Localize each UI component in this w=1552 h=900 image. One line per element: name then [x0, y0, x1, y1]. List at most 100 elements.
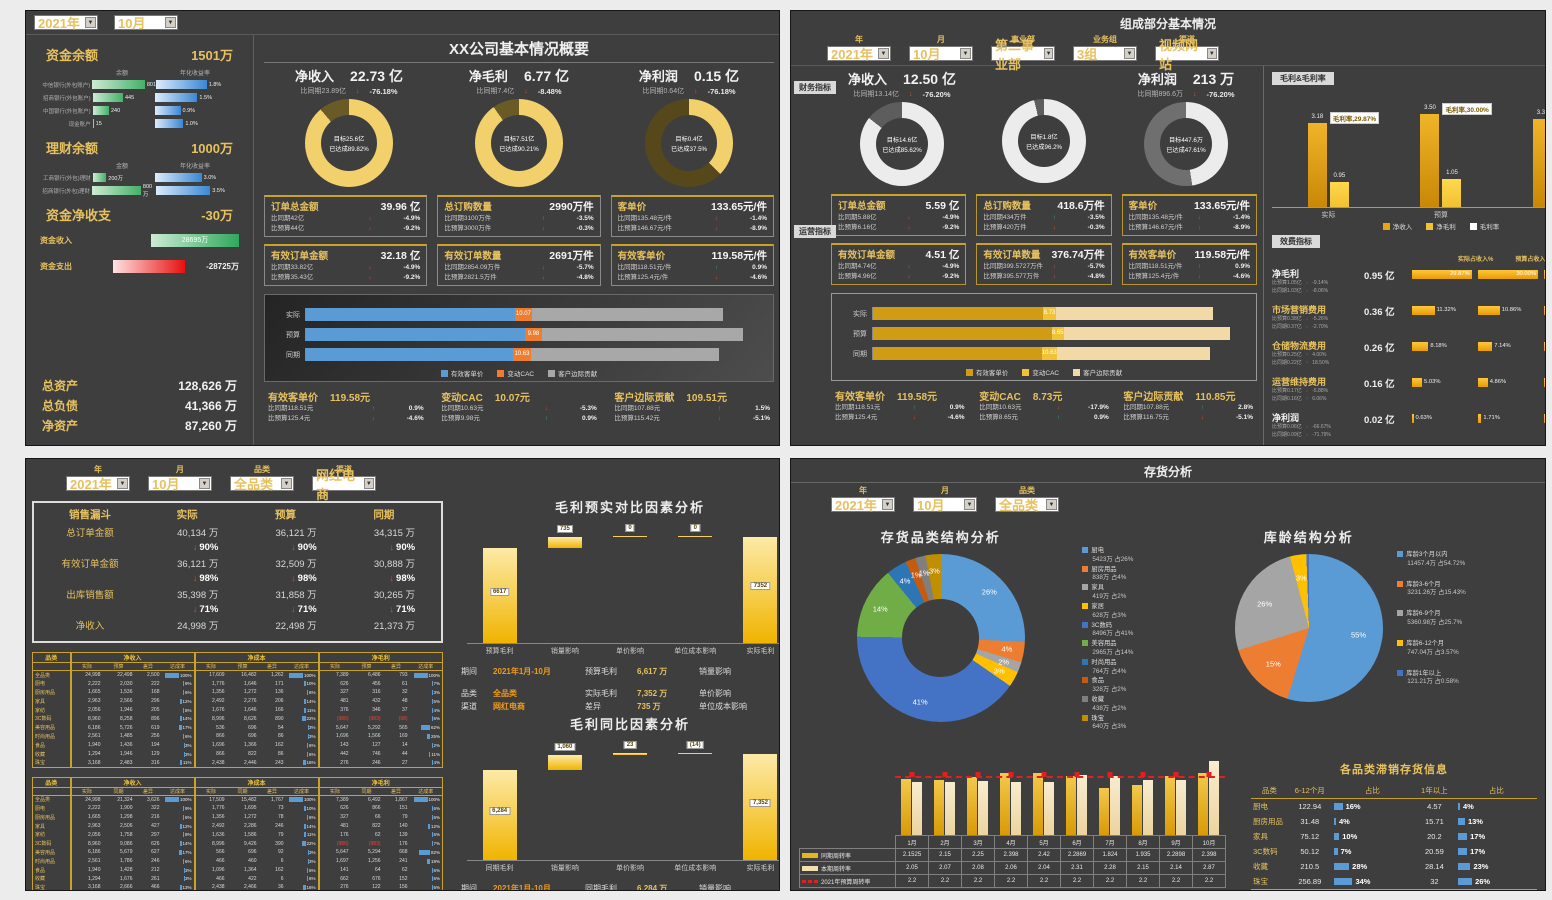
select-channel[interactable]: 网红电商 ▼ [312, 468, 376, 502]
select-month[interactable]: 10月 ▼ [148, 476, 212, 492]
budget-line-marker [1074, 772, 1079, 778]
rate-zone: 1.5% [155, 93, 247, 102]
select-year[interactable]: 2021年 ▼ [34, 15, 98, 31]
select-value: 第二事业部 [995, 37, 1035, 72]
select-month[interactable]: 10月 ▼ [913, 497, 977, 513]
q3-body: 销售漏斗 实际 预算 同期 总订单金额 40,134 万 36,121 万 34,315 万 ↓… [26, 495, 779, 891]
funnel-conversion: ↓ 71% [192, 604, 219, 615]
sub-head: 实际 [69, 787, 103, 796]
cell-value: 1,697 [317, 856, 351, 866]
compare-label: 比预算4.96亿 [838, 273, 877, 281]
select-year[interactable]: 2021年 ▼ [831, 497, 895, 513]
efficiency-bar-zone: 11.32% [1412, 303, 1478, 317]
info-label: 单价影响 [699, 689, 732, 698]
kpi-compare-pct: -8.48% [537, 86, 562, 96]
filter-year: 年 2021年 ▼ [831, 485, 895, 513]
column-group: 3.18 0.95 毛利率,29.87% [1307, 102, 1380, 207]
cell-achievement: 11% [162, 758, 195, 767]
waterfall-value-label: 7,352 [749, 799, 771, 808]
x-label: 预算 [1433, 212, 1448, 219]
month-head: 4月 [994, 835, 1028, 849]
stale-inventory-table: 品类 6-12个月 占比 1年以上 占比 厨电 122.94 16% 4.57 4% 厨房用品 31.… [1251, 783, 1537, 890]
select-month[interactable]: 10月 ▼ [909, 46, 973, 62]
chevron-down-icon: ▼ [1206, 48, 1217, 59]
slice-label: 1% [918, 568, 930, 578]
select-division[interactable]: 第二事业部 ▼ [991, 38, 1055, 72]
bar-pct-label: 10.86% [1501, 307, 1522, 313]
cell-value: 1,272 [244, 689, 257, 696]
funnel-conversion: ↓ 98% [192, 573, 219, 584]
budget-line-marker [1041, 772, 1046, 778]
card-value: 133.65元/件 [710, 201, 767, 213]
cell-value: 2,500 [146, 672, 160, 679]
current-period-bar [1209, 760, 1219, 835]
compare-pct: -4.8% [1087, 273, 1105, 281]
card-compare-row: 比预算2821.5万件 ↓ -4.8% [444, 273, 593, 283]
sub-head: 达成率 [285, 787, 319, 796]
funnel-head: 实际 [176, 509, 198, 521]
cell-value: 1,096 [193, 865, 227, 875]
cash-balance-title: 资金余额 [46, 48, 99, 63]
compare-pct: -5.3% [579, 405, 597, 413]
kpi-compare-pct: -76.18% [369, 86, 398, 96]
card-compare-row: 比同期3100万件 ↑ -3.5% [444, 214, 593, 224]
q1-stacked-bar-chart: 实际 10.07 预算 9.98 同期 10.63 有效客单价 变动CAC 客户边际贡献 [264, 294, 774, 383]
cell-achievement: 11% [286, 706, 319, 715]
legend-item: 食品 328万 占2% [1082, 677, 1220, 695]
cell-value: 1,428 [119, 867, 133, 874]
cell-value: 8,996 [193, 839, 227, 849]
table-row: 厨电 2,222 1,900 322 9% 1,776 1,695 73 10% 626 866 15… [33, 804, 443, 813]
select-channel[interactable]: 视频网站 ▼ [1155, 38, 1219, 72]
cell-achievement: 3% [307, 849, 316, 855]
table-head: 占比 [1455, 783, 1537, 799]
select-group[interactable]: 3组 ▼ [1073, 46, 1137, 62]
table-row: 珠宝 3,168 2,666 466 13% 2,438 2,466 36 16% 276 122 1… [33, 883, 443, 890]
compare-pct: 1.5% [755, 405, 770, 413]
bar-segment: 10.63 [1041, 347, 1057, 361]
kpi-group: 净收入 22.73 亿比同期23.89亿 ↓ -76.18% 目标25.6亿 已达成89.… [264, 66, 434, 187]
cell-value: 2.2 [1126, 874, 1160, 888]
cell-value: 86 [277, 751, 284, 758]
kpi-group: 净收入 12.50 亿比同期13.14亿 ↓ -76.20% 目标14.6亿 已达成85.… [831, 69, 973, 186]
bar-row: 预算 8.65 [842, 327, 1246, 341]
compare-label: 比同期107.88元 [1123, 404, 1170, 412]
trend-arrow-down: ↓ [368, 225, 372, 233]
cell-value: 122.94 [1298, 802, 1322, 811]
funnel-header: 销售漏斗 实际 预算 同期 [42, 507, 433, 522]
select-category[interactable]: 全品类 ▼ [230, 476, 294, 492]
cell-value: 1,294 [69, 749, 103, 759]
cell-value: (986) [317, 839, 351, 849]
compare-pct: 0.9% [752, 264, 767, 272]
x-label: 销量影响 [550, 865, 579, 872]
cell-value: 62 [374, 831, 381, 838]
dual-bar-row: 招商银行(外包)理财 800万 3.5% [32, 184, 247, 198]
month-head: 7月 [1093, 835, 1127, 849]
table-row: 家具 2,963 2,506 427 12% 2,492 2,286 246 14% 481 822… [33, 821, 443, 831]
select-year[interactable]: 2021年 ▼ [827, 46, 891, 62]
cell-value: 1,940 [69, 865, 103, 875]
info-label: 同期毛利 [585, 884, 618, 891]
cell-achievement: 6% [431, 832, 441, 838]
cell-value: 460 [248, 858, 257, 865]
funnel-value: 35,398 万 [177, 590, 219, 601]
cell-value: 61 [401, 680, 408, 687]
cell-achievement: 17% [162, 848, 195, 857]
select-year[interactable]: 2021年 ▼ [66, 476, 130, 492]
sub-head: 达成率 [285, 662, 319, 671]
cell-value: 8,960 [69, 839, 103, 849]
bar-segment [542, 328, 744, 342]
cell-value: 565 [399, 724, 408, 731]
bar-segment [1056, 347, 1211, 361]
row-category: 厨房用品 [1253, 817, 1283, 826]
bar-pct-label: 1.71% [1483, 415, 1500, 421]
table-head: 1年以上 [1412, 783, 1456, 799]
select-month[interactable]: 10月 ▼ [114, 15, 178, 31]
info-value: 735 万 [637, 702, 661, 711]
bar-row-label: 预算 [286, 331, 300, 339]
select-category[interactable]: 全品类 ▼ [995, 497, 1059, 513]
account-label: 现金账户 [68, 121, 91, 128]
cell-value: 3,626 [146, 796, 160, 803]
asset-totals: 总资产 128,626 万总负债 41,366 万净资产 87,260 万 [26, 374, 253, 437]
card-value: 32.18 亿 [380, 250, 421, 263]
